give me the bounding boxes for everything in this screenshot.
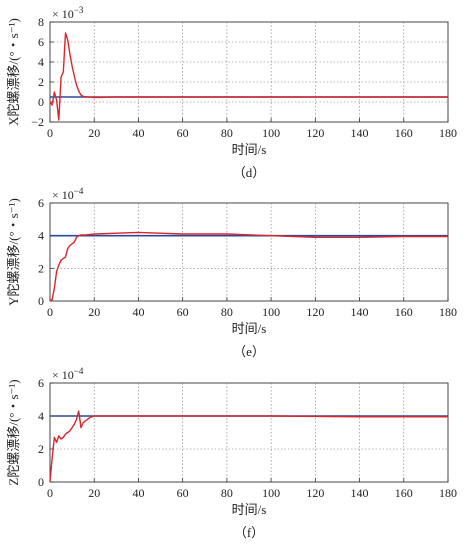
- series-group: [49, 231, 448, 302]
- exponent-power: −3: [74, 5, 84, 15]
- exponent-base: × 10: [52, 368, 74, 382]
- y-tick-label: 2: [38, 261, 44, 275]
- x-tick-label: 20: [88, 305, 100, 319]
- x-tick-label: 180: [439, 126, 457, 140]
- x-tick-label: 40: [132, 486, 144, 500]
- plot-frame: [49, 202, 449, 302]
- axis-exponent: × 10−4: [52, 186, 84, 202]
- exponent-power: −4: [74, 366, 84, 376]
- x-tick-label: 100: [262, 126, 280, 140]
- y-tick-label: 0: [38, 95, 44, 109]
- x-tick-label: 20: [88, 126, 100, 140]
- exponent-base: × 10: [52, 188, 74, 202]
- y-axis-label: Y陀螺漂移/(°・s⁻¹): [6, 198, 21, 306]
- y-tick-label: 4: [38, 229, 44, 243]
- y-axis-label: Z陀螺漂移/(°・s⁻¹): [6, 379, 21, 485]
- y-tick-label: 4: [38, 55, 44, 69]
- exponent-base: × 10: [52, 7, 74, 21]
- x-tick-label: 100: [262, 486, 280, 500]
- x-tick-label: 60: [177, 486, 189, 500]
- y-tick-label: 6: [38, 35, 44, 49]
- series-group: [49, 32, 448, 121]
- x-tick-label: 40: [132, 305, 144, 319]
- plot-frame: [49, 382, 449, 483]
- exponent-power: −4: [74, 186, 84, 196]
- y-tick-label: 0: [38, 294, 44, 308]
- x-axis-label: 时间/s: [232, 502, 267, 517]
- y-tick-label: 6: [38, 196, 44, 210]
- x-tick-label: 140: [351, 126, 369, 140]
- y-axis-label: X陀螺漂移/(°・s⁻¹): [6, 18, 21, 126]
- chart-panel-e: 0 20 40 60 80 100 120 140 160 180 0 2 4 6 × 10−4 Y陀螺漂移/…: [6, 186, 457, 359]
- x-tick-label: 0: [47, 126, 53, 140]
- x-axis-label: 时间/s: [232, 321, 267, 336]
- x-tick-label: 140: [351, 486, 369, 500]
- x-tick-label: 0: [47, 486, 53, 500]
- x-tick-label: 80: [221, 486, 233, 500]
- panel-caption: （d）: [233, 165, 266, 180]
- y-tick-label: 2: [38, 442, 44, 456]
- x-tick-label: 160: [395, 486, 413, 500]
- estimated-drift-line: [49, 410, 448, 483]
- plot-frame: [49, 21, 449, 123]
- x-tick-label: 140: [351, 305, 369, 319]
- y-tick-label: 4: [38, 409, 44, 423]
- x-tick-label: 60: [177, 126, 189, 140]
- x-tick-label: 120: [306, 486, 324, 500]
- axis-exponent: × 10−4: [52, 366, 84, 382]
- x-tick-label: 0: [47, 305, 53, 319]
- x-tick-label: 160: [395, 305, 413, 319]
- estimated-drift-line: [49, 231, 448, 302]
- x-tick-label: 120: [306, 305, 324, 319]
- x-tick-label: 180: [439, 486, 457, 500]
- x-tick-label: 100: [262, 305, 280, 319]
- x-tick-label: 80: [221, 305, 233, 319]
- y-tick-label: 8: [38, 15, 44, 29]
- chart-panel-f: 0 20 40 60 80 100 120 140 160 180 0 2 4 6 × 10−4 Z陀螺漂移/…: [6, 366, 457, 540]
- panel-caption: （e）: [233, 344, 265, 359]
- axis-exponent: × 10−3: [52, 5, 84, 21]
- x-tick-label: 180: [439, 305, 457, 319]
- y-tick-label: 0: [38, 475, 44, 489]
- estimated-drift-line: [49, 32, 448, 121]
- y-tick-label: 6: [38, 376, 44, 390]
- x-tick-label: 20: [88, 486, 100, 500]
- x-axis-label: 时间/s: [232, 142, 267, 157]
- y-tick-label: 2: [38, 75, 44, 89]
- series-group: [49, 410, 448, 483]
- x-tick-label: 160: [395, 126, 413, 140]
- panel-caption: （f）: [234, 525, 264, 540]
- x-tick-label: 120: [306, 126, 324, 140]
- x-tick-label: 80: [221, 126, 233, 140]
- x-tick-label: 40: [132, 126, 144, 140]
- x-tick-label: 60: [177, 305, 189, 319]
- y-tick-label: −2: [31, 115, 44, 129]
